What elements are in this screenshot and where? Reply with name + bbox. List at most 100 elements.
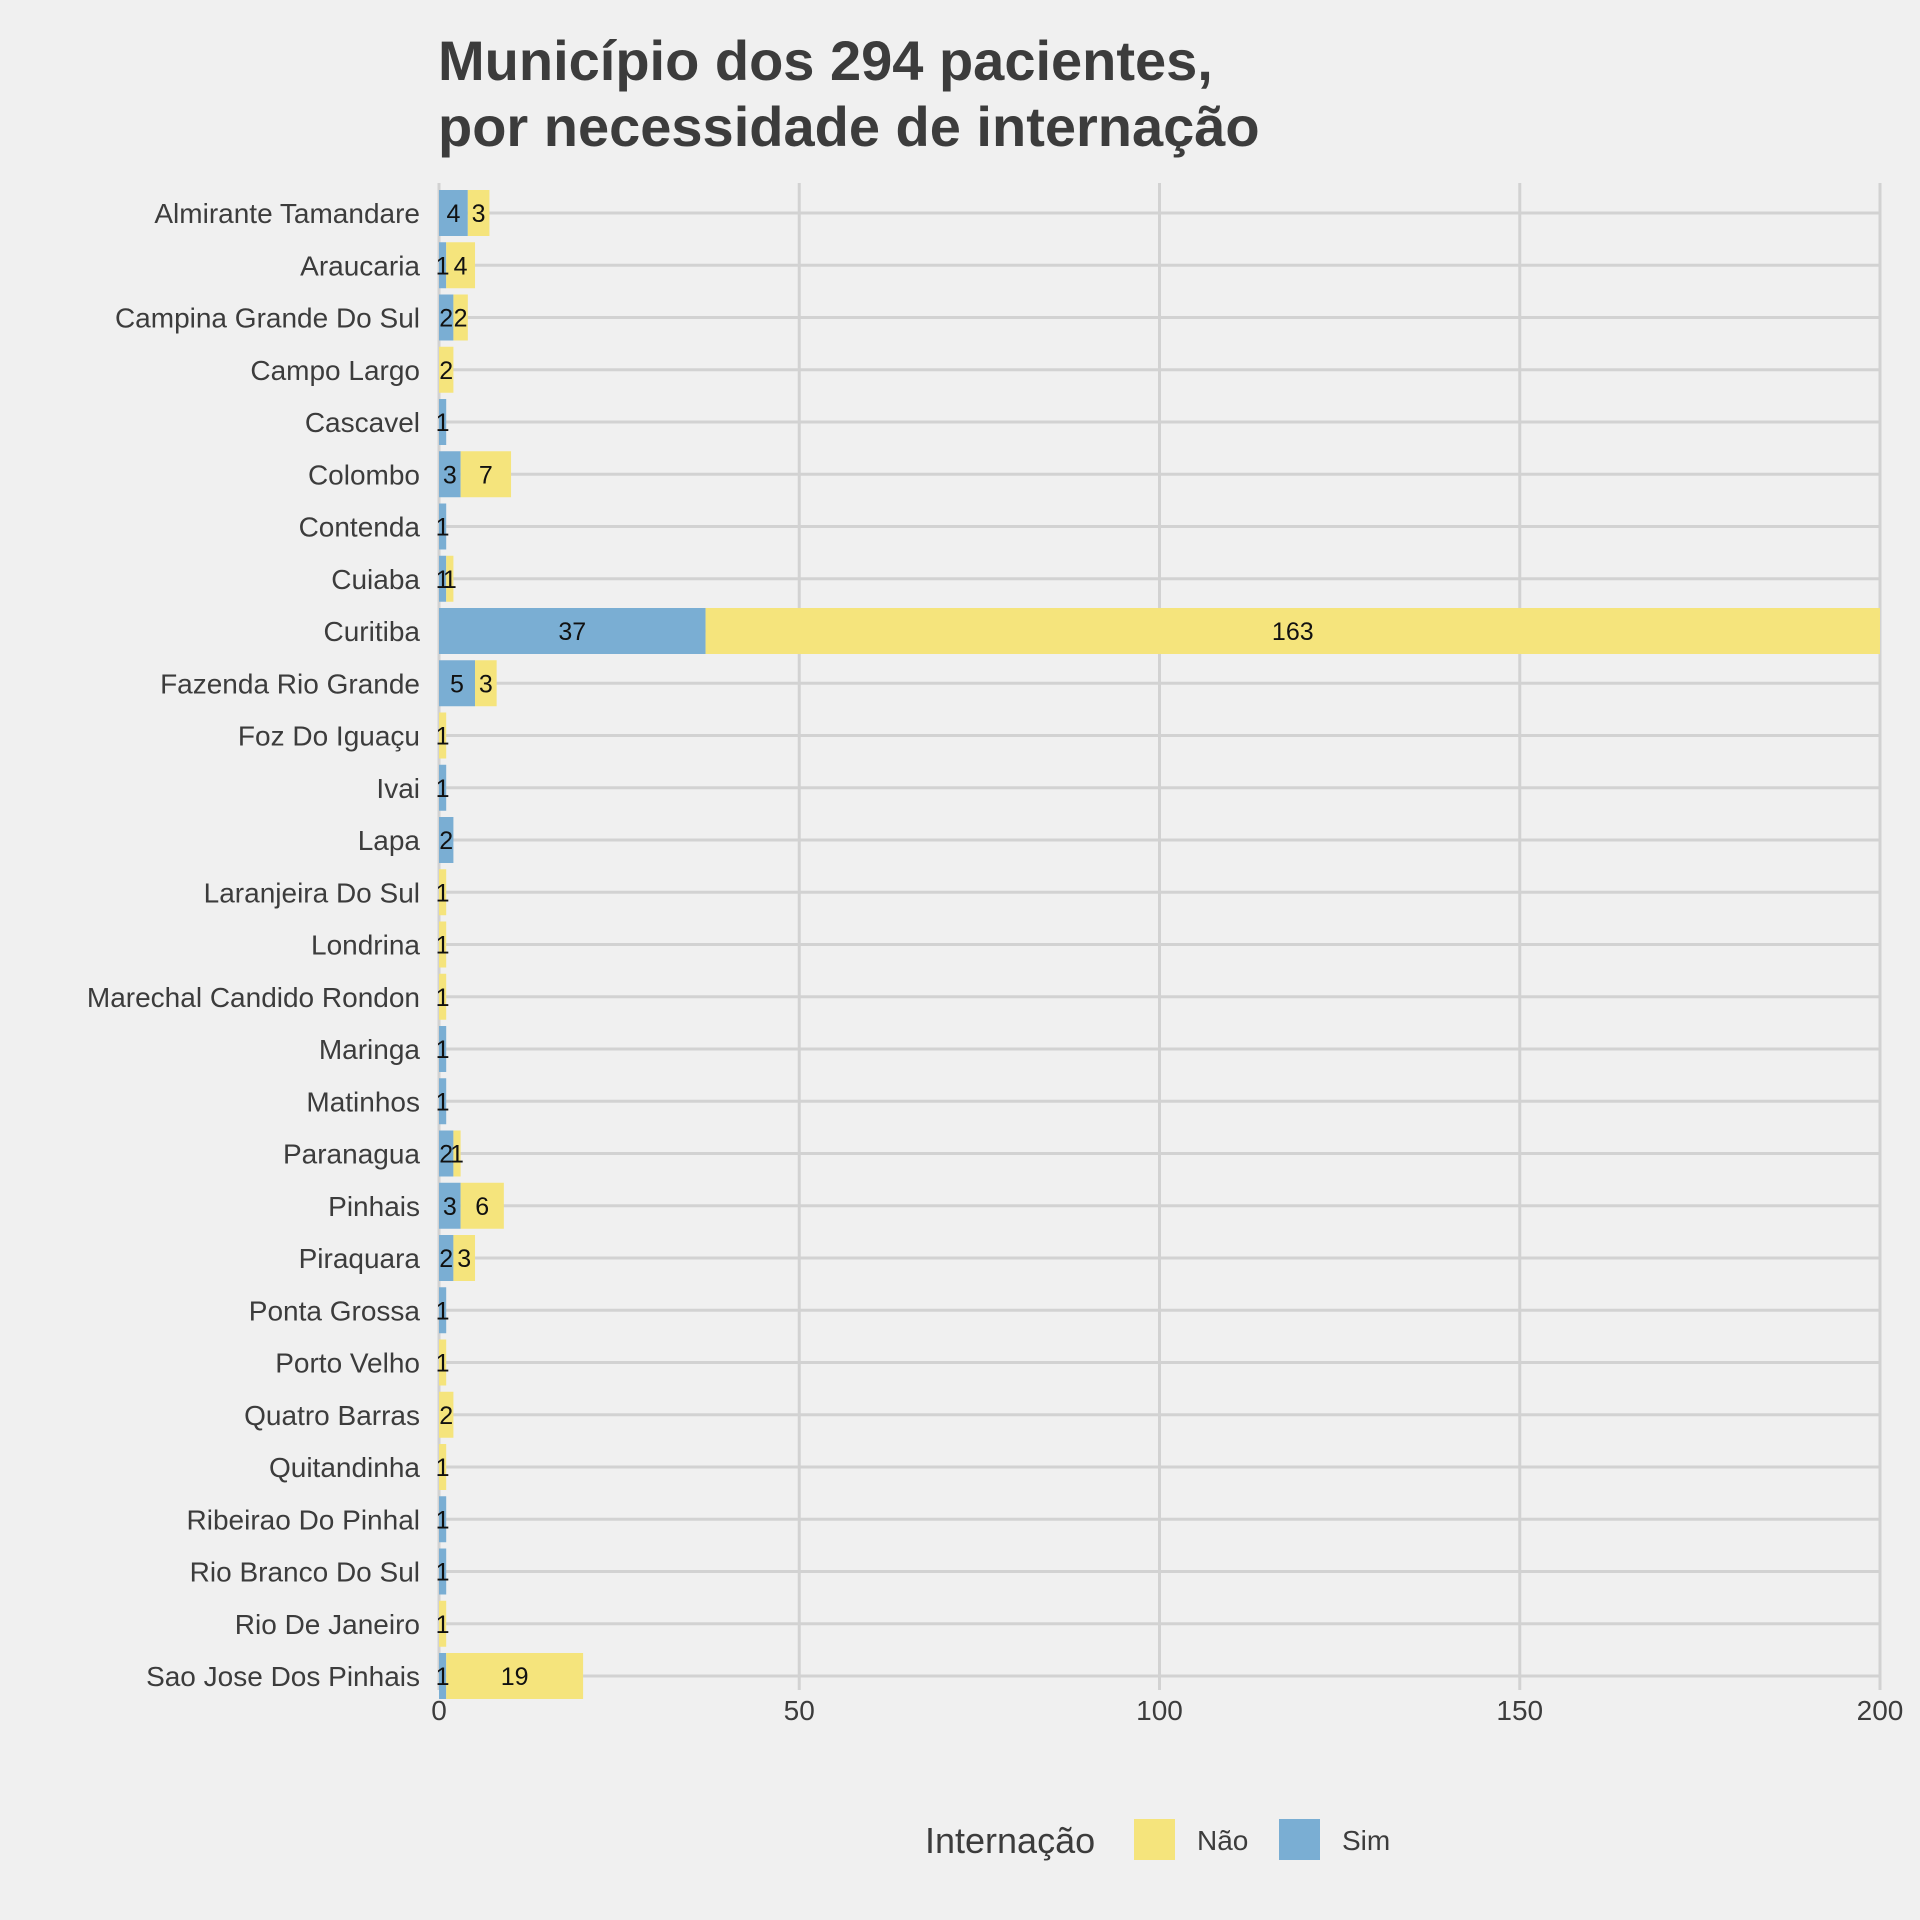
bar-sim <box>439 608 706 654</box>
bars <box>439 190 1881 1699</box>
data-label-sim: 1 <box>436 1559 450 1587</box>
data-label-sim: 1 <box>436 1036 450 1064</box>
x-tick-label: 100 <box>1136 1695 1183 1726</box>
data-label-sim: 1 <box>436 1088 450 1116</box>
data-label-nao: 2 <box>454 305 468 333</box>
data-label-nao: 1 <box>436 932 450 960</box>
data-label-sim: 2 <box>439 827 453 855</box>
legend-title: Internação <box>925 1820 1095 1861</box>
bar-sim <box>439 1182 461 1229</box>
bar-sim <box>439 451 461 498</box>
category-labels: Almirante Tamandare Araucaria Campina Gran… <box>87 198 421 1692</box>
bar-nao <box>460 1182 504 1229</box>
category-label: Matinhos <box>306 1086 420 1117</box>
bar-nao <box>446 555 454 602</box>
category-label: Contenda <box>299 512 421 543</box>
bar-nao <box>467 190 490 236</box>
category-label: Campina Grande Do Sul <box>115 303 420 334</box>
data-label-sim: 2 <box>439 1245 453 1273</box>
category-label: Ribeirao Do Pinhal <box>187 1504 420 1535</box>
bar-sim <box>439 1078 447 1125</box>
category-label: Cuiaba <box>331 564 420 595</box>
bar-sim <box>439 1548 447 1595</box>
legend-label-sim: Sim <box>1342 1825 1390 1856</box>
category-label: Paranagua <box>283 1139 420 1170</box>
bar-nao <box>439 921 447 968</box>
bar-nao <box>446 242 476 289</box>
bar-nao <box>439 1391 454 1438</box>
data-label-nao: 1 <box>436 1454 450 1482</box>
x-tick-label: 200 <box>1857 1695 1904 1726</box>
bar-nao <box>446 1653 584 1699</box>
data-label-nao: 2 <box>439 357 453 385</box>
data-label-sim: 4 <box>446 200 460 228</box>
bar-sim <box>439 555 447 602</box>
category-label: Maringa <box>319 1034 421 1065</box>
bar-sim <box>439 1287 447 1334</box>
category-label: Colombo <box>308 459 420 490</box>
data-label-nao: 1 <box>443 566 457 594</box>
category-label: Londrina <box>311 930 420 961</box>
bar-nao <box>453 1130 461 1177</box>
x-tick-label: 50 <box>784 1695 815 1726</box>
data-label-nao: 3 <box>479 670 493 698</box>
category-label: Laranjeira Do Sul <box>204 877 420 908</box>
bar-nao <box>705 608 1881 654</box>
data-label-sim: 5 <box>450 670 464 698</box>
chart-title-line-1: Município dos 294 pacientes, <box>438 29 1213 92</box>
legend-label-nao: Não <box>1197 1825 1248 1856</box>
x-tick-label: 0 <box>431 1695 447 1726</box>
data-label-sim: 3 <box>443 1193 457 1221</box>
category-label: Marechal Candido Rondon <box>87 982 420 1013</box>
bar-sim <box>439 1026 447 1072</box>
category-label: Pinhais <box>328 1191 420 1222</box>
bar-sim <box>439 190 468 236</box>
data-label-nao: 3 <box>457 1245 471 1273</box>
category-label: Rio De Janeiro <box>235 1609 420 1640</box>
bar-sim <box>439 503 447 550</box>
category-label: Porto Velho <box>275 1348 420 1379</box>
legend: Internação Não Sim <box>925 1819 1390 1861</box>
data-label-nao: 1 <box>436 723 450 751</box>
category-label: Sao Jose Dos Pinhais <box>146 1661 420 1692</box>
data-label-sim: 1 <box>436 1663 450 1691</box>
data-label-sim: 1 <box>436 775 450 803</box>
bar-nao <box>460 451 512 498</box>
bar-sim <box>439 294 454 341</box>
bar-sim <box>439 660 476 707</box>
category-label: Campo Largo <box>250 355 420 386</box>
bar-sim <box>439 1130 454 1177</box>
data-label-sim: 1 <box>436 409 450 437</box>
data-label-nao: 7 <box>479 461 493 489</box>
bar-nao <box>439 1444 447 1490</box>
data-label-nao: 3 <box>472 200 486 228</box>
bar-nao <box>439 346 454 393</box>
bar-nao <box>439 869 447 916</box>
bar-nao <box>453 1235 476 1281</box>
category-label: Ponta Grossa <box>249 1295 421 1326</box>
category-label: Araucaria <box>300 250 420 281</box>
bar-sim <box>439 1235 454 1281</box>
x-axis-ticks: 0 50 100 150 200 <box>431 1695 1903 1726</box>
category-label: Ivai <box>376 773 420 804</box>
data-label-nao: 1 <box>450 1141 464 1169</box>
data-label-sim: 2 <box>439 305 453 333</box>
bar-nao <box>439 1339 447 1386</box>
category-label: Almirante Tamandare <box>154 198 420 229</box>
data-label-nao: 1 <box>436 1350 450 1378</box>
data-label-nao: 19 <box>501 1663 529 1691</box>
legend-swatch-sim <box>1279 1819 1320 1860</box>
category-label: Piraquara <box>299 1243 421 1274</box>
data-label-nao: 1 <box>436 879 450 907</box>
bar-nao <box>439 1600 447 1647</box>
category-label: Lapa <box>358 825 421 856</box>
bar-sim <box>439 764 447 811</box>
data-label-sim: 1 <box>436 514 450 542</box>
bar-nao <box>439 973 447 1020</box>
data-label-sim: 3 <box>443 461 457 489</box>
category-label: Quitandinha <box>269 1452 420 1483</box>
bar-sim <box>439 1653 447 1699</box>
bar-nao <box>453 294 468 341</box>
